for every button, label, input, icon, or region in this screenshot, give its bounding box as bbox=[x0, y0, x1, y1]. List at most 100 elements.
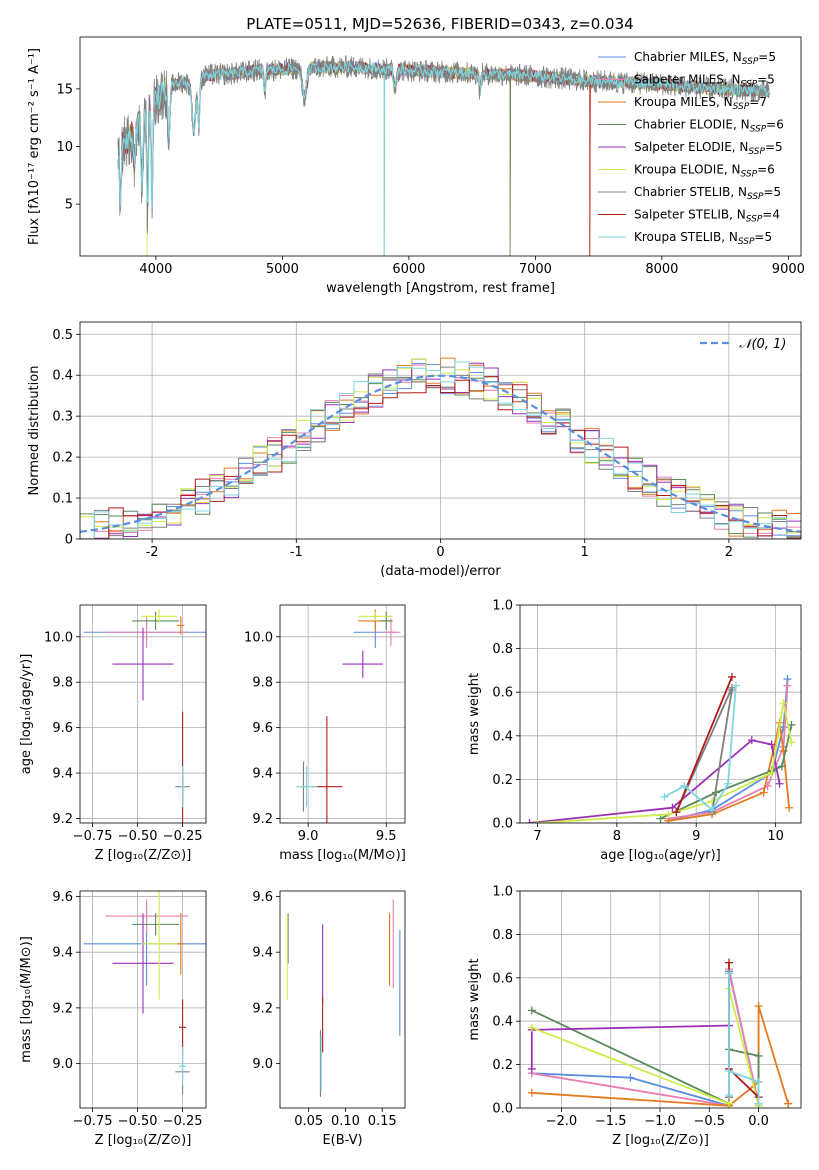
y-tick-label: 9.6 bbox=[252, 890, 273, 905]
y-tick-label: 9.0 bbox=[52, 1057, 73, 1072]
weight-marker-salpeter-elodie bbox=[527, 1064, 536, 1073]
y-tick-label: 9.2 bbox=[252, 812, 273, 827]
y-tick-label: 9.6 bbox=[52, 890, 73, 905]
legend-subscript: SSP bbox=[733, 102, 750, 112]
y-axis-label: age [log₁₀(age/yr)] bbox=[19, 654, 34, 775]
weight-marker-salpeter-stelib bbox=[725, 958, 734, 967]
x-tick-label: -2 bbox=[146, 545, 159, 560]
y-axis-label: Normed distribution bbox=[27, 366, 42, 496]
weight-marker-kroupa-elodie bbox=[779, 699, 788, 708]
x-tick-label: 0.15 bbox=[368, 1114, 397, 1129]
legend-subscript: SSP bbox=[741, 80, 758, 90]
x-axis-label: (data-model)/error bbox=[380, 564, 501, 579]
legend-subscript: SSP bbox=[750, 125, 767, 135]
legend-label-chabrier-miles: Chabrier MILES, NSSP=5 bbox=[634, 50, 776, 67]
y-tick-label: 10.0 bbox=[44, 630, 73, 645]
weight-marker-kroupa-stelib bbox=[731, 681, 740, 690]
plot-area-spectrum bbox=[117, 55, 770, 256]
plot-frame bbox=[79, 36, 802, 257]
x-axis-label: wavelength [Angstrom, rest frame] bbox=[326, 281, 555, 296]
weight-marker-kroupa-stelib bbox=[725, 969, 734, 978]
weight-marker-kroupa-elodie bbox=[787, 738, 796, 747]
legend-text: Salpeter ELODIE, N bbox=[634, 140, 748, 154]
x-tick-label: 9.0 bbox=[298, 829, 319, 844]
weight-marker-salpeter-elodie bbox=[767, 740, 776, 749]
histogram-salpeter-stelib bbox=[80, 376, 801, 539]
legend-subscript: SSP bbox=[747, 192, 764, 202]
legend-label-kroupa-elodie: Kroupa ELODIE, NSSP=6 bbox=[634, 163, 775, 180]
y-tick-label: 0.6 bbox=[492, 971, 513, 986]
panel-mass-vs-Z: −0.75 −0.50 −0.25 9.0 9.2 9.4 9.6 Z [log₁₀(Z/Z⊙… bbox=[19, 890, 207, 1148]
weight-marker-salpeter-elodie bbox=[668, 803, 677, 812]
weight-marker-kroupa-stelib bbox=[725, 1067, 734, 1076]
panel-mass-vs-ebv: 0.05 0.10 0.15 9.0 9.2 9.4 9.6 E(B-V) bbox=[252, 890, 406, 1148]
legend-text: Kroupa ELODIE, N bbox=[634, 163, 741, 177]
weight-marker-kroupa-stelib bbox=[725, 1090, 734, 1099]
legend-count: =5 bbox=[757, 73, 775, 87]
x-axis-label: Z [log₁₀(Z/Z⊙)] bbox=[95, 848, 192, 863]
weight-marker-kroupa-elodie bbox=[767, 768, 776, 777]
normal-curve bbox=[80, 374, 801, 533]
weight-marker-kroupa-elodie bbox=[533, 819, 542, 823]
x-tick-label: 0.0 bbox=[748, 1114, 769, 1129]
weight-line-salpeter-miles bbox=[668, 685, 789, 820]
weight-marker-salpeter-elodie bbox=[525, 819, 534, 823]
x-tick-label: 6000 bbox=[392, 262, 425, 277]
plot-area-weight-vs-age bbox=[520, 605, 801, 823]
legend-subscript: SSP bbox=[741, 170, 758, 180]
x-tick-label: 0.05 bbox=[294, 1114, 323, 1129]
legend-label-chabrier-elodie: Chabrier ELODIE, NSSP=6 bbox=[634, 118, 784, 135]
x-tick-label: 7000 bbox=[519, 262, 552, 277]
x-tick-label: −1.5 bbox=[595, 1114, 627, 1129]
legend-label-salpeter-stelib: Salpeter STELIB, NSSP=4 bbox=[634, 208, 780, 225]
panel-age-vs-mass: 9.0 9.5 9.2 9.4 9.6 9.8 10.0 mass [log₁₀(M/M⊙)] bbox=[244, 604, 406, 863]
y-axis-label: mass weight bbox=[467, 673, 482, 755]
y-tick-label: 9.2 bbox=[52, 812, 73, 827]
plot-frame bbox=[519, 890, 802, 1109]
legend-text: Kroupa STELIB, N bbox=[634, 230, 738, 244]
weight-marker-kroupa-miles bbox=[759, 788, 768, 797]
plot-area-residuals bbox=[80, 322, 801, 539]
plot-frame bbox=[79, 321, 802, 540]
weight-marker-chabrier-miles bbox=[626, 1073, 635, 1082]
weight-marker-kroupa-elodie bbox=[664, 810, 673, 819]
weight-line-salpeter-miles bbox=[531, 968, 760, 1107]
y-tick-label: 0.1 bbox=[52, 492, 73, 507]
x-tick-label: −0.25 bbox=[163, 829, 203, 844]
y-tick-label: 0.0 bbox=[492, 817, 513, 832]
y-tick-label: 9.8 bbox=[52, 676, 73, 691]
y-tick-label: 1.0 bbox=[492, 599, 513, 614]
legend-count: =4 bbox=[762, 208, 780, 222]
y-tick-label: 9.0 bbox=[252, 1057, 273, 1072]
y-tick-label: 0.2 bbox=[492, 1058, 513, 1073]
y-tick-label: 0.6 bbox=[492, 686, 513, 701]
legend-text: Salpeter STELIB, N bbox=[634, 208, 746, 222]
legend-count: =7 bbox=[749, 95, 767, 109]
x-tick-label: 1 bbox=[581, 545, 589, 560]
legend-text: Chabrier ELODIE, N bbox=[634, 118, 750, 132]
y-axis-label: mass [log₁₀(M/M⊙)] bbox=[19, 936, 34, 1063]
legend-label-chabrier-stelib: Chabrier STELIB, NSSP=5 bbox=[634, 185, 781, 202]
legend-label-salpeter-miles: Salpeter MILES, NSSP=5 bbox=[634, 73, 775, 90]
weight-marker-kroupa-elodie bbox=[527, 1023, 536, 1032]
y-tick-label: 0.8 bbox=[492, 928, 513, 943]
x-tick-label: 0.10 bbox=[331, 1114, 360, 1129]
legend-subscript: SSP bbox=[742, 57, 759, 67]
x-tick-label: −0.5 bbox=[694, 1114, 726, 1129]
y-tick-label: 9.6 bbox=[252, 721, 273, 736]
weight-marker-salpeter-stelib bbox=[727, 672, 736, 681]
legend-label-kroupa-miles: Kroupa MILES, NSSP=7 bbox=[634, 95, 767, 112]
y-tick-label: 10 bbox=[56, 140, 73, 155]
plot-frame bbox=[519, 604, 802, 824]
spectrum-line-kroupa-stelib-top bbox=[118, 61, 770, 209]
weight-marker-kroupa-miles bbox=[784, 1099, 793, 1108]
weight-marker-kroupa-miles bbox=[754, 1002, 763, 1011]
x-tick-label: −0.75 bbox=[73, 1114, 113, 1129]
y-tick-label: 9.8 bbox=[252, 676, 273, 691]
x-tick-label: -1 bbox=[290, 545, 303, 560]
weight-marker-kroupa-miles bbox=[785, 803, 794, 812]
y-axis-label: mass weight bbox=[467, 958, 482, 1040]
x-tick-label: 9 bbox=[692, 829, 700, 844]
legend-count: =6 bbox=[766, 118, 784, 132]
